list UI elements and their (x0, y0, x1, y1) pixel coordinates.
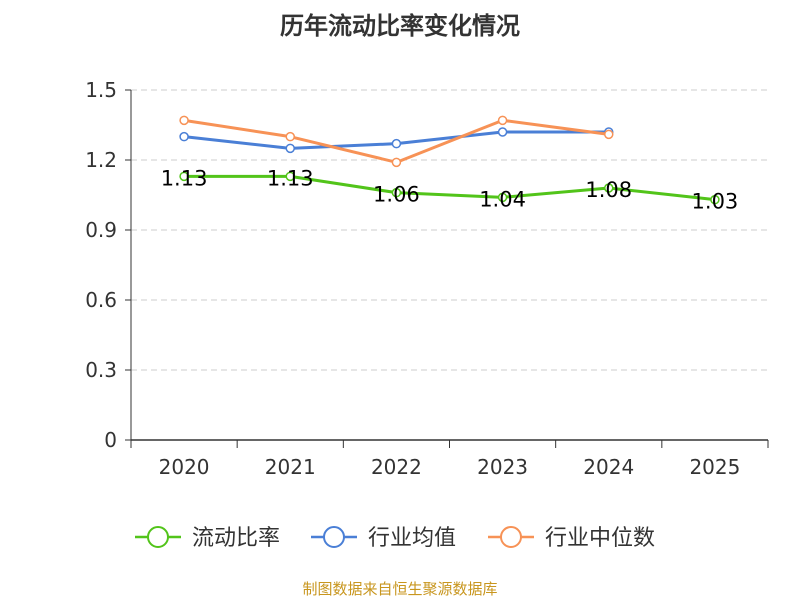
x-tick-label: 2021 (265, 455, 316, 479)
y-tick-label: 0 (104, 428, 117, 452)
data-label: 1.13 (161, 166, 208, 190)
data-label: 1.08 (585, 178, 632, 202)
chart-title: 历年流动比率变化情况 (280, 12, 520, 40)
y-tick-label: 0.6 (85, 288, 117, 312)
x-tick-label: 2023 (477, 455, 528, 479)
x-tick-label: 2022 (371, 455, 422, 479)
data-point (497, 115, 508, 126)
x-tick-label: 2025 (689, 455, 740, 479)
legend-label: 流动比率 (192, 526, 280, 551)
data-point (285, 131, 295, 142)
x-tick-label: 2020 (159, 455, 210, 479)
y-tick-label: 0.3 (85, 358, 117, 382)
series-lines (179, 115, 720, 205)
legend-label: 行业中位数 (545, 526, 655, 551)
data-label: 1.13 (267, 166, 314, 190)
data-point (710, 194, 720, 205)
data-point (179, 171, 189, 182)
legend: 流动比率 行业均值 行业中位数 (135, 526, 655, 551)
y-tick-label: 0.9 (85, 218, 117, 242)
data-labels: 1.13 1.13 1.06 1.04 1.08 1.03 (161, 166, 739, 213)
grid-lines (131, 89, 768, 371)
legend-marker (323, 526, 345, 548)
data-point (179, 115, 189, 126)
data-point (391, 157, 402, 168)
data-point (604, 183, 614, 193)
data-point (391, 138, 402, 149)
series-line-0 (184, 174, 716, 202)
legend-marker (147, 526, 169, 548)
y-tick-label: 1.5 (85, 78, 117, 102)
data-point (604, 129, 614, 140)
data-point (497, 192, 508, 203)
legend-marker (500, 526, 522, 548)
data-point (179, 131, 189, 142)
data-label: 1.04 (479, 187, 526, 211)
data-label: 1.06 (373, 183, 420, 207)
data-point (285, 171, 295, 182)
y-tick-label: 1.2 (85, 148, 117, 172)
legend-item-0[interactable]: 流动比率 (135, 526, 280, 551)
source-note: 制图数据来自恒生聚源数据库 (302, 580, 498, 598)
x-tick-label: 2024 (583, 455, 634, 479)
data-point (285, 143, 295, 154)
data-label: 1.03 (692, 190, 739, 214)
legend-label: 行业均值 (368, 526, 456, 551)
legend-item-1[interactable]: 行业均值 (311, 526, 456, 551)
data-point (497, 127, 508, 137)
data-point (391, 187, 402, 198)
axes: 0 0.3 0.6 0.9 1.2 1.5 2020 2021 2022 2023 2024 2025 (85, 78, 769, 479)
legend-item-2[interactable]: 行业中位数 (488, 526, 655, 551)
